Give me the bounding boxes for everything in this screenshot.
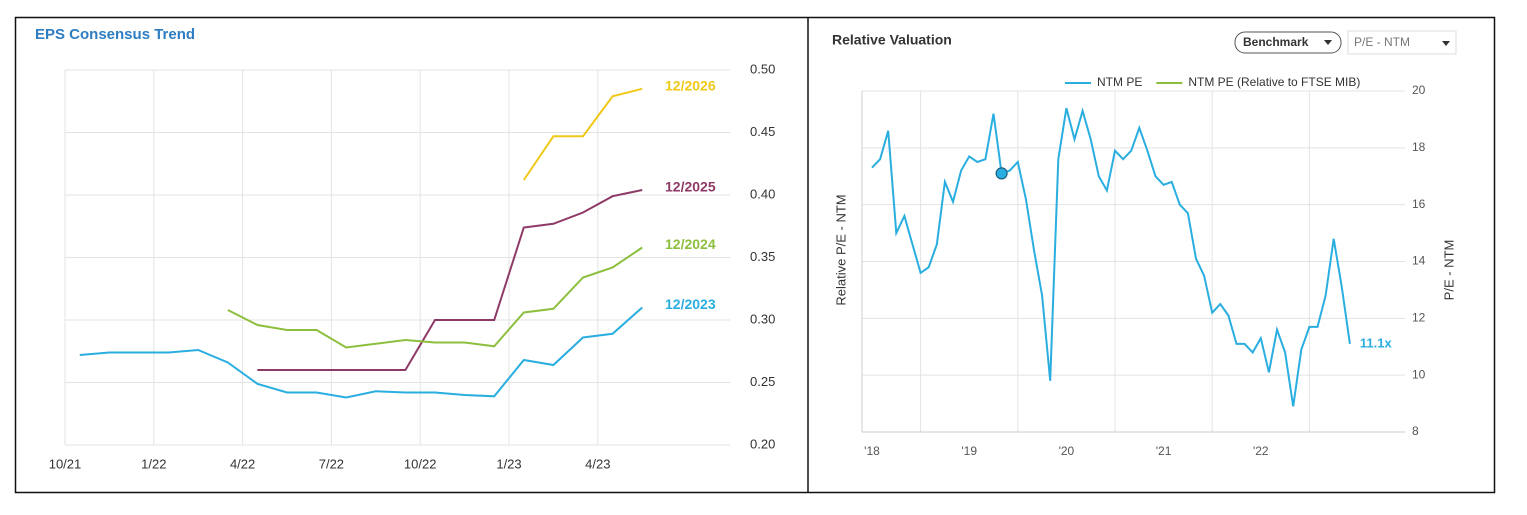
series-label: 12/2025 — [665, 179, 716, 195]
legend-label: NTM PE — [1097, 75, 1142, 89]
chart-title: Relative Valuation — [832, 32, 952, 48]
series-label: 12/2023 — [665, 296, 716, 312]
y-tick-label: 0.25 — [750, 374, 775, 389]
series-line — [79, 306, 643, 399]
x-tick-label: '20 — [1059, 444, 1075, 458]
y-axis-label: Relative P/E - NTM — [833, 194, 848, 305]
x-tick-label: '19 — [961, 444, 977, 458]
y-tick-label: 14 — [1412, 254, 1426, 268]
chart-title: EPS Consensus Trend — [35, 26, 195, 43]
series-line — [522, 87, 643, 181]
x-tick-label: 1/22 — [141, 456, 166, 471]
metric-label[interactable]: P/E - NTM — [1354, 35, 1410, 49]
y-tick-label: 0.30 — [750, 311, 775, 326]
series-line — [257, 189, 643, 371]
x-tick-label: '18 — [864, 444, 880, 458]
y-tick-label: 16 — [1412, 197, 1426, 211]
x-tick-label: 4/22 — [230, 456, 255, 471]
y-tick-label: 18 — [1412, 140, 1426, 154]
y-tick-label: 8 — [1412, 424, 1419, 438]
legend-label: NTM PE (Relative to FTSE MIB) — [1188, 75, 1360, 89]
dropdown-arrow[interactable] — [1442, 41, 1450, 46]
series-line — [227, 246, 643, 349]
y-tick-label: 0.20 — [750, 436, 775, 451]
series-line — [871, 107, 1351, 407]
series-label: 12/2024 — [665, 236, 716, 252]
x-tick-label: 1/23 — [496, 456, 521, 471]
x-tick-label: '21 — [1156, 444, 1172, 458]
y-tick-label: 0.35 — [750, 249, 775, 264]
series-label: 12/2026 — [665, 77, 716, 93]
y-tick-label: 0.45 — [750, 124, 775, 139]
y-tick-label: 12 — [1412, 311, 1426, 325]
x-tick-label: 4/23 — [585, 456, 610, 471]
end-annotation: 11.1x — [1360, 335, 1393, 350]
y-tick-label: 0.40 — [750, 186, 775, 201]
x-tick-label: 7/22 — [319, 456, 344, 471]
y-tick-label: 10 — [1412, 367, 1426, 381]
metric-dropdown[interactable] — [1347, 30, 1457, 55]
y-tick-label: 20 — [1412, 83, 1426, 97]
y2-axis-label: P/E - NTM — [1441, 240, 1456, 301]
x-tick-label: 10/21 — [49, 456, 82, 471]
hover-marker — [995, 167, 1008, 180]
frame — [14, 16, 1496, 494]
benchmark-label[interactable]: Benchmark — [1243, 35, 1309, 49]
y-tick-label: 0.50 — [750, 61, 775, 76]
dropdown-arrow[interactable] — [1324, 40, 1332, 45]
x-tick-label: 10/22 — [404, 456, 437, 471]
benchmark-button[interactable] — [1234, 31, 1342, 54]
x-tick-label: '22 — [1253, 444, 1269, 458]
